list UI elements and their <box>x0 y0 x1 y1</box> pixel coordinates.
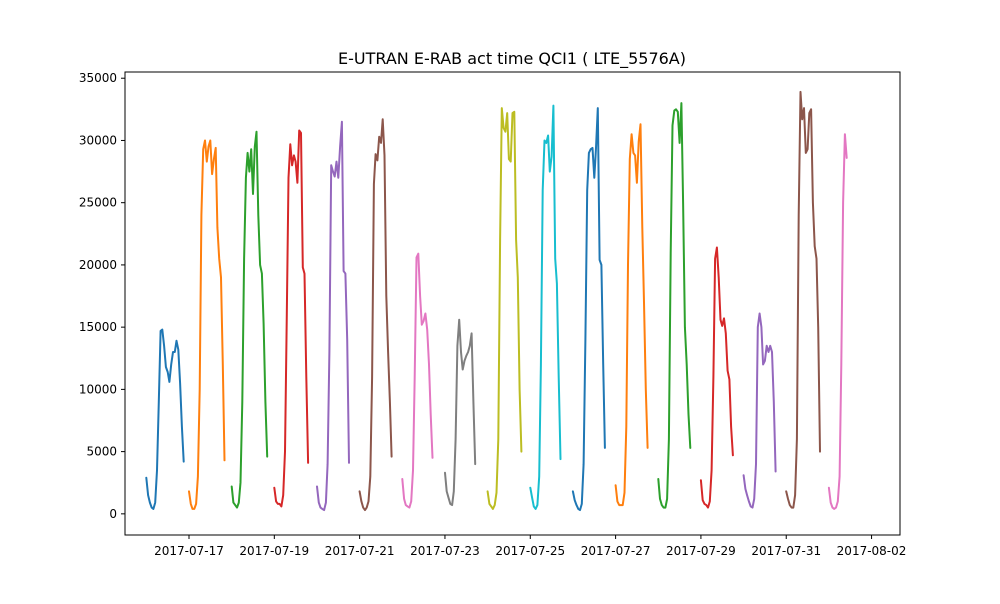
series-line-day-4 <box>273 129 310 508</box>
series-line-day-1 <box>145 328 185 510</box>
x-tick-label: 2017-08-02 <box>837 544 907 558</box>
axes-layer: 2017-07-17 2017-07-19 2017-07-21 2017-07-23… <box>79 71 907 558</box>
series-line-day-6 <box>358 118 393 512</box>
series-line-day-10 <box>529 104 562 510</box>
x-tick-label: 2017-07-23 <box>410 544 480 558</box>
x-tick-label: 2017-07-29 <box>666 544 736 558</box>
series-line-day-2 <box>188 139 226 510</box>
series-line-day-11 <box>571 107 606 512</box>
x-tick-label: 2017-07-27 <box>581 544 651 558</box>
series-line-day-13 <box>657 102 692 509</box>
series-line-day-16 <box>785 90 821 509</box>
series-line-day-12 <box>614 123 649 507</box>
x-tick-label: 2017-07-25 <box>495 544 565 558</box>
x-tick-label: 2017-07-31 <box>751 544 821 558</box>
y-tick-label: 20000 <box>79 258 117 272</box>
series-line-day-14 <box>699 246 734 509</box>
plot-frame <box>124 71 901 536</box>
series-layer <box>145 90 848 512</box>
y-tick-label: 0 <box>109 507 117 521</box>
y-tick-label: 10000 <box>79 382 117 396</box>
y-tick-label: 25000 <box>79 196 117 210</box>
chart-title: E-UTRAN E-RAB act time QCI1 ( LTE_5576A) <box>338 49 686 69</box>
series-line-day-3 <box>230 130 269 509</box>
y-tick-label: 5000 <box>86 445 117 459</box>
series-line-day-5 <box>316 120 350 512</box>
series-line-day-7 <box>401 252 434 509</box>
y-tick-label: 30000 <box>79 133 117 147</box>
series-line-day-8 <box>444 318 477 507</box>
x-tick-label: 2017-07-17 <box>154 544 224 558</box>
series-line-day-15 <box>742 312 777 509</box>
series-line-day-17 <box>827 133 848 510</box>
x-tick-label: 2017-07-21 <box>325 544 395 558</box>
y-tick-label: 15000 <box>79 320 117 334</box>
x-tick-label: 2017-07-19 <box>239 544 309 558</box>
y-tick-label: 35000 <box>79 71 117 85</box>
series-line-day-9 <box>486 107 523 510</box>
